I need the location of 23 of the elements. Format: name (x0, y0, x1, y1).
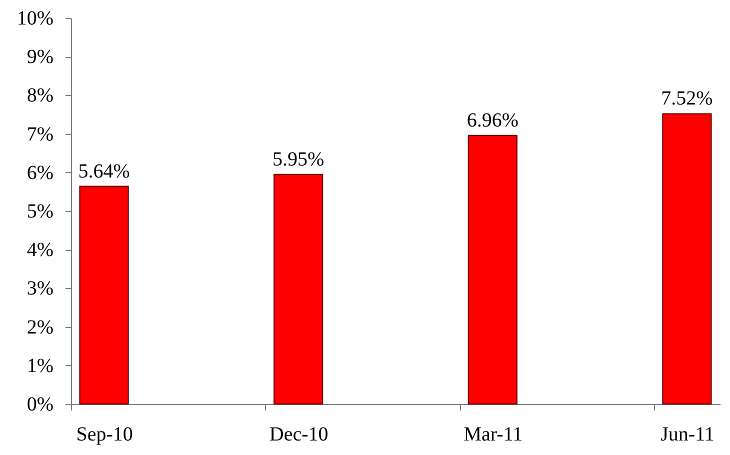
y-tick-label: 9% (26, 46, 54, 68)
x-tick-label: Mar-11 (464, 424, 523, 446)
data-label: 6.96% (466, 109, 518, 132)
x-tick-label: Sep-10 (76, 424, 133, 446)
y-tick-label: 7% (26, 123, 54, 146)
y-tick-label: 10% (16, 8, 54, 30)
y-tick-label: 2% (26, 316, 54, 338)
y-tick-label: 0% (26, 394, 54, 416)
y-tick-label: 8% (26, 84, 54, 107)
bar (79, 186, 129, 404)
y-tick-label: 4% (26, 239, 54, 262)
data-label: 5.64% (78, 160, 130, 182)
bar (468, 134, 518, 404)
y-tick-label: 1% (26, 354, 54, 377)
data-label: 7.52% (661, 88, 713, 110)
data-label: 5.95% (272, 148, 324, 170)
x-tick-label: Jun-11 (660, 424, 714, 446)
y-tick-label: 3% (26, 278, 54, 300)
bar (274, 174, 324, 404)
x-tick-label: Dec-10 (269, 424, 328, 446)
y-tick-label: 5% (26, 200, 54, 222)
bar (662, 113, 712, 404)
y-tick-label: 6% (26, 162, 54, 184)
